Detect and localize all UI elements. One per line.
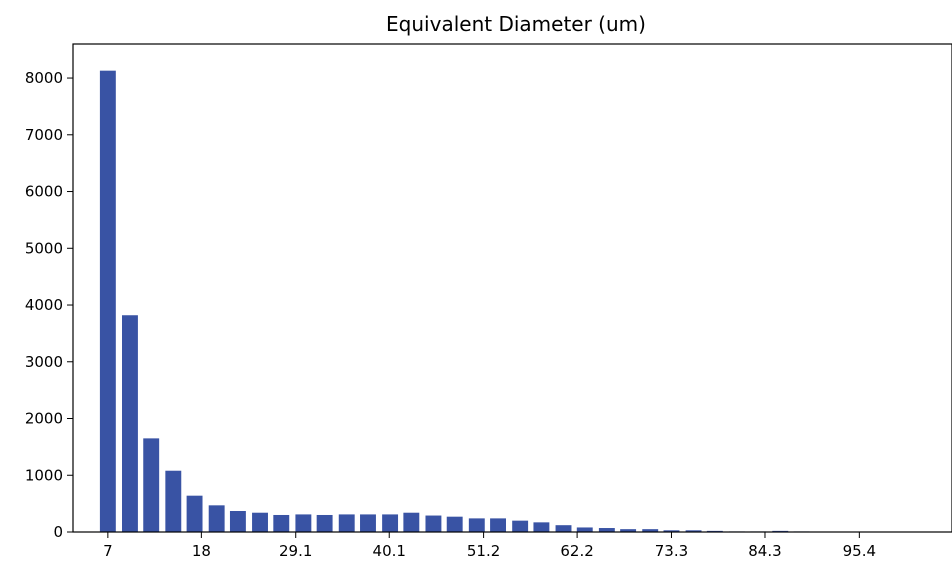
x-tick-label: 29.1 (279, 542, 312, 560)
bar (165, 471, 181, 532)
x-tick-label: 62.2 (560, 542, 593, 560)
bar (360, 514, 376, 532)
bar (230, 511, 246, 532)
bar (143, 438, 159, 532)
chart-title: Equivalent Diameter (um) (386, 12, 646, 36)
bar (317, 515, 333, 532)
y-tick-label: 8000 (25, 69, 63, 87)
bar (533, 522, 549, 532)
bar (556, 525, 572, 532)
bar (512, 521, 528, 532)
x-tick-label: 95.4 (843, 542, 876, 560)
y-tick-label: 3000 (25, 353, 63, 371)
y-tick-label: 0 (53, 523, 63, 541)
y-tick-label: 7000 (25, 126, 63, 144)
bar (490, 518, 506, 532)
plot-frame (73, 44, 952, 532)
bar (382, 514, 398, 532)
y-tick-label: 1000 (25, 466, 63, 484)
y-tick-label: 4000 (25, 296, 63, 314)
y-axis: 0 1000 2000 3000 4000 5000 6000 7000 8000 (25, 69, 73, 541)
bar (273, 515, 289, 532)
bar (187, 496, 203, 532)
bar (425, 516, 441, 532)
bar (447, 517, 463, 532)
x-tick-label: 73.3 (655, 542, 688, 560)
x-tick-label: 51.2 (467, 542, 500, 560)
x-axis: 7 18 29.1 40.1 51.2 62.2 73.3 84.3 95.4 (103, 532, 876, 560)
bars-group (100, 71, 896, 532)
bar (577, 527, 593, 532)
x-tick-label: 84.3 (748, 542, 781, 560)
x-tick-label: 7 (103, 542, 113, 560)
bar (295, 514, 311, 532)
y-tick-label: 5000 (25, 239, 63, 257)
x-tick-label: 18 (192, 542, 211, 560)
bar (100, 71, 116, 532)
y-tick-label: 6000 (25, 183, 63, 201)
bar (339, 514, 355, 532)
bar (252, 513, 268, 532)
bar (122, 315, 138, 532)
bar (209, 505, 225, 532)
bar (469, 518, 485, 532)
bar (403, 513, 419, 532)
y-tick-label: 2000 (25, 410, 63, 428)
x-tick-label: 40.1 (373, 542, 406, 560)
